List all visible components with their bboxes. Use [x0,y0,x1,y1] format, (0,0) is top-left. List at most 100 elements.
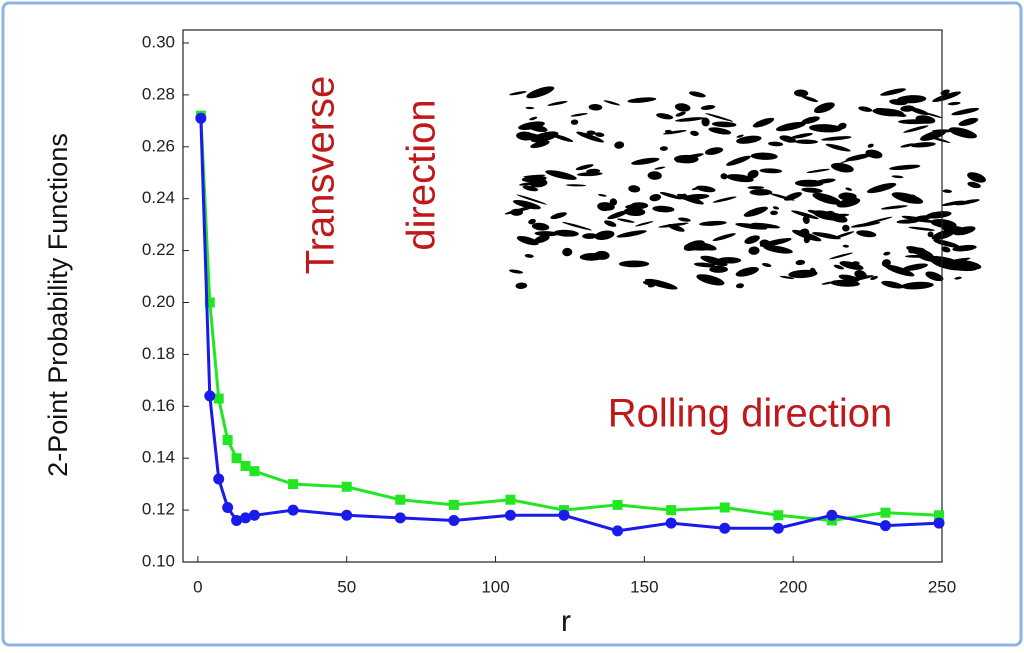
micrograph-blob [565,184,587,187]
micrograph-blob [642,281,655,286]
micrograph-blob [825,143,851,152]
micrograph-blob [949,265,977,272]
micrograph-blob [598,193,607,197]
micrograph-blob [576,131,605,143]
micrograph-blob [772,206,779,210]
micrograph-blob [674,103,691,112]
micrograph-blob [833,264,845,270]
marker [505,494,516,505]
micrograph-blob [748,246,760,255]
micrograph-blob [880,205,908,210]
micrograph-blob [675,155,687,163]
micrograph-blob [842,224,850,232]
micrograph-blob [516,194,547,205]
micrograph-blob [614,141,625,149]
micrograph-blob [870,275,878,280]
micrograph-blob [654,166,666,170]
micrograph-blob [689,91,706,98]
micrograph-blob [750,152,778,160]
micrograph-blob [744,235,760,244]
micrograph-blob [522,185,539,192]
micrograph-texture [504,86,986,290]
micrograph-blob [763,245,793,254]
micrograph-blob [801,187,823,193]
micrograph-blob [752,117,775,128]
micrograph-blob [690,130,699,136]
micrograph-blob [958,117,979,126]
micrograph-blob [881,280,904,289]
micrograph-blob [529,116,538,121]
marker [773,510,784,521]
marker [933,517,945,529]
y-tick-label: 0.18 [142,344,175,363]
micrograph-blob [920,129,947,141]
y-tick-label: 0.24 [142,188,175,207]
micrograph-blob [941,246,951,253]
micrograph-blob [770,210,778,216]
micrograph-blob [594,230,615,241]
micrograph-blob [812,192,842,205]
plot-area [182,29,943,563]
micrograph-blob [947,101,961,106]
micrograph-blob [603,100,620,106]
y-tick-label: 0.12 [142,500,175,519]
micrograph-blob [842,244,849,248]
micrograph-blob [798,228,810,237]
micrograph-blob [523,174,546,178]
annotation: Rolling direction [608,392,893,436]
micrograph-blob [904,254,929,258]
micrograph-blob [547,100,568,106]
micrograph-blob [545,170,577,180]
micrograph-blob [684,243,713,251]
micrograph-blob [512,199,541,210]
micrograph-blob [908,226,936,231]
micrograph-blob [693,262,716,268]
micrograph-blob [880,88,907,96]
micrograph-blob [821,136,852,141]
micrograph-blob [913,247,926,254]
micrograph-blob [812,232,841,240]
micrograph-blob [779,135,797,143]
micrograph-blob [704,113,734,122]
micrograph-blob [550,212,567,220]
marker [287,504,299,516]
micrograph-blob [526,123,548,133]
micrograph-blob [561,221,592,231]
marker [213,393,224,404]
micrograph-blob [915,115,936,124]
micrograph-blob [850,221,881,228]
marker [448,514,460,526]
micrograph-blob [575,164,594,171]
micrograph-blob [528,218,536,225]
micrograph-blob [903,125,929,133]
micrograph-blob [821,281,834,285]
micrograph-blob [795,259,806,266]
micrograph-blob [526,86,555,99]
micrograph-blob [908,107,929,116]
micrograph-blob [794,139,819,144]
micrograph-blob [616,230,647,238]
micrograph-blob [896,219,920,224]
marker [248,509,260,521]
micrograph-blob [830,279,860,287]
marker [666,505,677,516]
x-tick-label: 0 [193,577,202,596]
micrograph-blob [553,229,579,237]
micrograph-blob [588,103,603,111]
marker [772,522,784,534]
micrograph-blob [942,189,953,193]
micrograph-blob [807,209,830,218]
micrograph-blob [955,199,980,206]
marker [288,479,299,490]
micrograph-blob [649,194,662,202]
micrograph-blob [644,278,678,290]
micrograph-blob [747,169,759,179]
micrograph-blob [759,168,783,174]
micrograph-blob [712,233,736,242]
y-tick-label: 0.28 [142,84,175,103]
micrograph-blob [845,187,853,191]
marker [213,473,225,485]
annotation: Transverse [299,76,343,275]
micrograph [512,88,986,291]
